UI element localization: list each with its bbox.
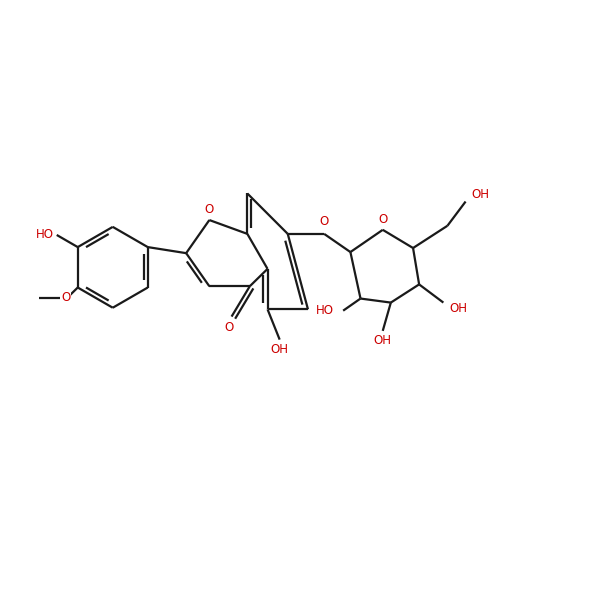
Text: OH: OH: [472, 188, 490, 201]
Text: OH: OH: [271, 343, 289, 356]
Text: O: O: [61, 291, 70, 304]
Text: OH: OH: [449, 302, 467, 315]
Text: HO: HO: [316, 304, 334, 317]
Text: O: O: [320, 215, 329, 229]
Text: O: O: [224, 321, 233, 334]
Text: O: O: [205, 203, 214, 216]
Text: HO: HO: [36, 229, 54, 241]
Text: O: O: [378, 212, 388, 226]
Text: OH: OH: [374, 334, 392, 347]
